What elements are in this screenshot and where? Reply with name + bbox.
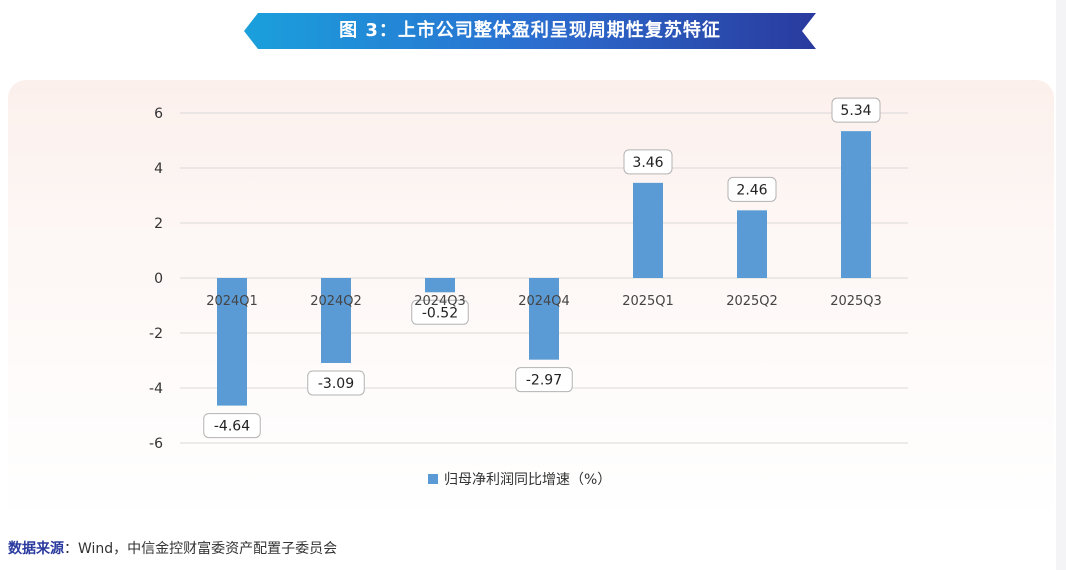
bar: [737, 210, 767, 278]
source-label: 数据来源: [8, 541, 64, 557]
data-label-box: [411, 299, 469, 325]
figure-title-banner: 图 3：上市公司整体盈利呈现周期性复苏特征: [244, 13, 816, 49]
bar: [633, 182, 663, 278]
legend-label: 归母净利润同比增速（%）: [444, 471, 611, 488]
legend-swatch: [428, 474, 438, 484]
x-tick-label: 2025Q1: [622, 294, 674, 309]
bar: [841, 131, 871, 278]
data-label-box: [727, 176, 777, 202]
y-tick-label: 4: [154, 161, 163, 177]
data-label-box: [623, 149, 673, 175]
x-tick-label: 2025Q3: [830, 294, 882, 309]
data-label: -2.97: [526, 373, 562, 389]
y-tick-label: 6: [154, 106, 163, 122]
y-tick-label: 0: [154, 271, 163, 287]
bar: [217, 278, 247, 406]
data-label: -3.09: [318, 376, 354, 392]
bar: [321, 278, 351, 363]
data-label: 2.46: [736, 182, 767, 198]
x-tick-label: 2024Q3: [414, 294, 466, 309]
y-tick-label: -2: [149, 326, 163, 342]
data-label-box: [515, 367, 573, 393]
right-edge-strip: [1056, 0, 1066, 570]
x-tick-label: 2024Q1: [206, 294, 258, 309]
y-tick-label: -6: [149, 436, 163, 452]
data-label: -4.64: [214, 419, 250, 435]
source-note: 数据来源：Wind，中信金控财富委资产配置子委员会: [8, 538, 337, 558]
bar: [529, 278, 559, 360]
data-label-box: [307, 370, 365, 396]
data-label-box: [203, 413, 261, 439]
x-tick-label: 2024Q4: [518, 294, 570, 309]
x-tick-label: 2024Q2: [310, 294, 362, 309]
x-tick-label: 2025Q2: [726, 294, 778, 309]
bar: [425, 278, 455, 293]
data-label: 3.46: [632, 155, 663, 171]
data-label: -0.52: [422, 305, 458, 321]
y-tick-label: 2: [154, 216, 163, 232]
y-tick-label: -4: [149, 381, 163, 397]
data-label: 5.34: [840, 103, 871, 119]
source-text: ：Wind，中信金控财富委资产配置子委员会: [64, 541, 338, 557]
figure-title: 图 3：上市公司整体盈利呈现周期性复苏特征: [339, 20, 721, 41]
data-label-box: [831, 97, 881, 123]
